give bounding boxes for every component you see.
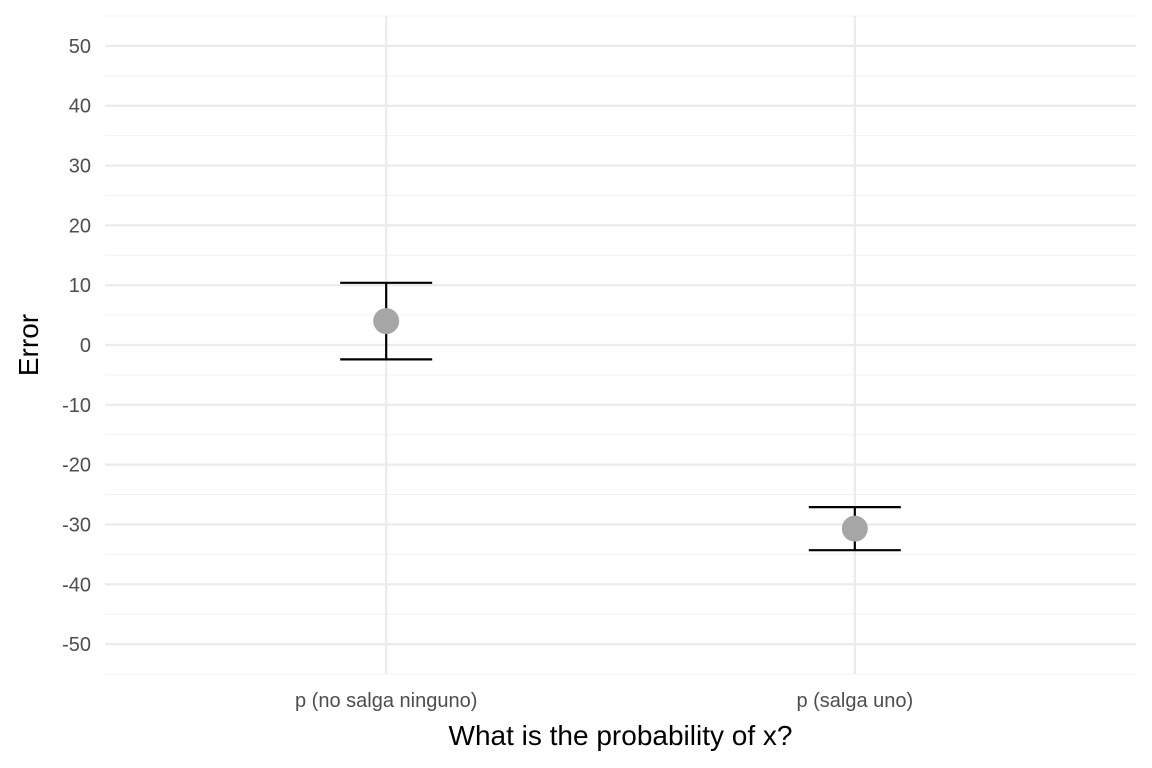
- y-tick-label: -10: [62, 395, 91, 417]
- y-tick-label: 10: [69, 275, 91, 297]
- y-tick-label: 0: [80, 335, 91, 357]
- y-tick-label: 20: [69, 215, 91, 237]
- grid-minor: [105, 15, 1136, 675]
- y-tick-label: 30: [69, 156, 91, 178]
- grid-major: [105, 16, 1136, 674]
- data-point: [373, 308, 400, 335]
- y-tick-label: -20: [62, 455, 91, 477]
- y-tick-label: -40: [62, 574, 91, 596]
- y-tick-label: 40: [69, 96, 91, 118]
- y-axis-title: Error: [13, 314, 44, 376]
- y-tick-label: 50: [69, 36, 91, 58]
- x-tick-label: p (salga uno): [796, 690, 913, 712]
- data-points: [373, 308, 868, 542]
- x-tick-labels: p (no salga ninguno) p (salga uno): [295, 690, 913, 712]
- x-tick-label: p (no salga ninguno): [295, 690, 477, 712]
- y-tick-labels: -50 -40 -30 -20 -10 0 10 20 30 40 50: [62, 36, 91, 656]
- y-tick-label: -50: [62, 634, 91, 656]
- errorbars: [340, 281, 901, 552]
- y-tick-label: -30: [62, 514, 91, 536]
- data-point: [841, 515, 868, 542]
- x-axis-title: What is the probability of x?: [449, 720, 793, 751]
